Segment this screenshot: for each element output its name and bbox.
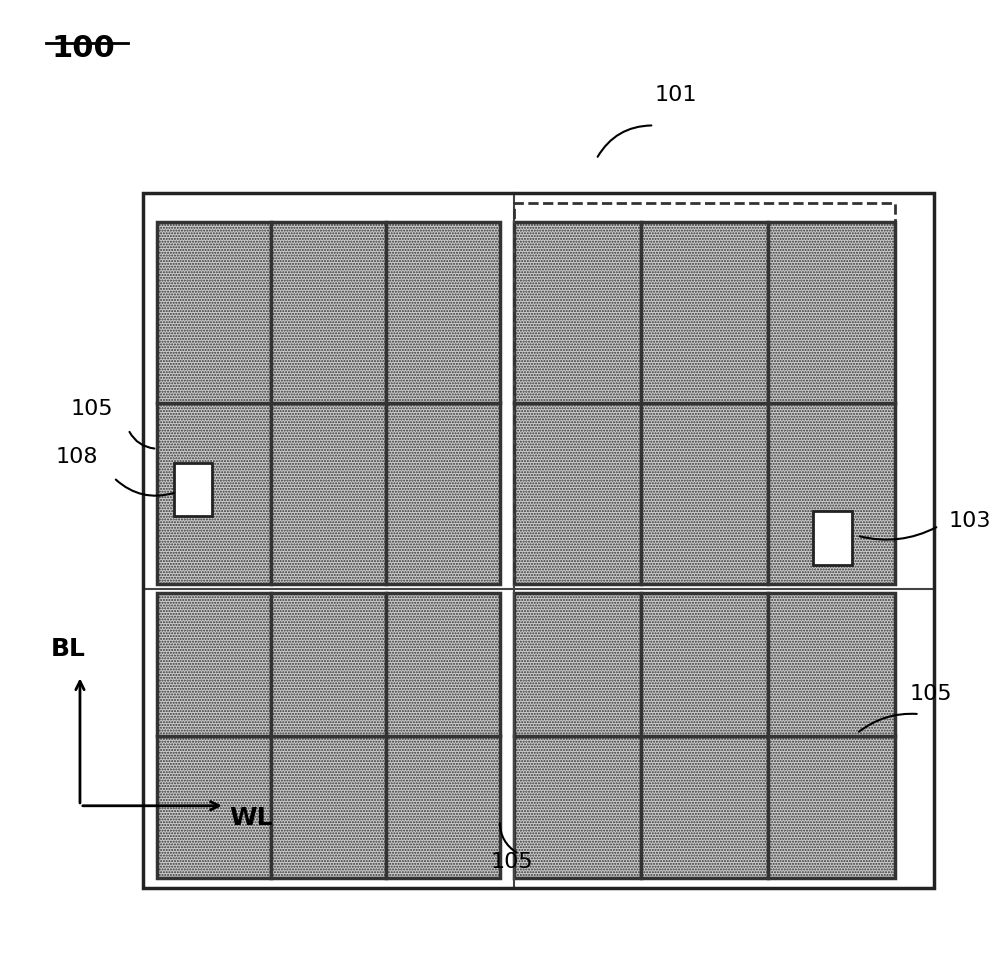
Bar (641, 403, 768, 584)
Bar (768, 222, 895, 403)
Bar (768, 593, 895, 735)
Bar (386, 222, 500, 403)
Bar (386, 403, 500, 584)
Text: 105: 105 (490, 852, 533, 872)
Bar (514, 735, 641, 878)
Bar (768, 735, 895, 878)
Bar (514, 203, 895, 584)
Text: BL: BL (51, 637, 86, 661)
Text: 103: 103 (948, 511, 991, 531)
Bar (157, 403, 271, 584)
Bar (271, 593, 386, 735)
Bar (514, 403, 641, 584)
Bar (813, 511, 852, 565)
Text: 108: 108 (56, 447, 98, 467)
Bar (157, 593, 271, 735)
Bar (514, 593, 641, 735)
Text: 105: 105 (910, 683, 952, 703)
Text: 100: 100 (51, 34, 115, 63)
Bar (143, 193, 934, 888)
Bar (768, 403, 895, 584)
Bar (271, 735, 386, 878)
Bar (157, 222, 271, 403)
Bar (174, 463, 212, 516)
Bar (143, 193, 934, 888)
Bar (641, 222, 768, 403)
Bar (386, 593, 500, 735)
Bar (514, 222, 641, 403)
Bar (641, 735, 768, 878)
Text: 105: 105 (70, 399, 113, 419)
Bar (271, 222, 386, 403)
Bar (271, 403, 386, 584)
Bar (157, 735, 271, 878)
Bar (386, 735, 500, 878)
Text: WL: WL (230, 806, 273, 830)
Text: 101: 101 (654, 85, 697, 105)
Bar (641, 593, 768, 735)
